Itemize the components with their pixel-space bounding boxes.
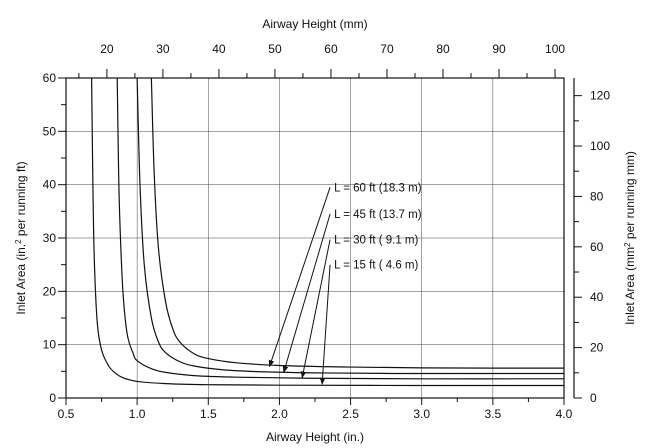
y-tick-label-left: 50 [43,124,57,138]
y-tick-label-left: 10 [43,338,57,352]
x-tick-label-top: 50 [268,42,282,56]
x-tick-label-top: 80 [436,42,450,56]
x-tick-label-top: 20 [100,42,114,56]
x-tick-label-top: 90 [492,42,506,56]
x-tick-label-bottom: 3.5 [485,407,502,421]
annotation-arrow [282,213,331,374]
x-tick-label-bottom: 0.5 [58,407,75,421]
annotation-arrow [300,239,331,379]
series-line [136,77,564,375]
x-tick-label-bottom: 1.0 [129,407,146,421]
y-tick-label-left: 60 [43,71,57,85]
right-axis-title-sup: 2 [623,242,632,247]
y-tick-label-left: 40 [43,178,57,192]
y-tick-label-right: 100 [590,139,610,153]
x-tick-label-top: 40 [212,42,226,56]
annotation-arrow [268,187,331,368]
annotations: L = 60 ft (18.3 m) L = 45 ft (13.7 m) L = … [268,182,422,385]
axis-ticks [58,69,582,405]
y-tick-label-right: 20 [590,341,604,355]
left-axis-title: Inlet Area (in.2 per running ft) [14,161,29,314]
bottom-axis-title: Airway Height (in.) [266,430,364,444]
top-axis-title: Airway Height (mm) [262,17,367,31]
annotation-label: L = 15 ft ( 4.6 m) [334,260,418,272]
annotation-label: L = 45 ft (13.7 m) [334,209,422,221]
y-tick-label-right: 80 [590,189,604,203]
x-tick-label-bottom: 2.5 [342,407,359,421]
x-tick-label-bottom: 3.0 [413,407,430,421]
y-tick-label-right: 60 [590,240,604,254]
right-axis-title: Inlet Area (mm2 per running mm) [623,151,638,325]
left-axis-title-main: Inlet Area (in. [14,244,28,315]
tick-labels: 0 10 20 30 40 50 60 0.5 1.0 1.5 2.0 2.5 3.0 3.5 4.0 20 3… [43,42,611,421]
x-tick-label-bottom: 2.0 [271,407,288,421]
annotation-label: L = 30 ft ( 9.1 m) [334,235,418,247]
x-tick-label-top: 30 [156,42,170,56]
series-line [150,77,565,369]
y-tick-label-left: 30 [43,231,57,245]
left-axis-title-sup: 2 [14,239,23,244]
y-tick-label-right: 0 [590,391,597,405]
y-tick-label-right: 40 [590,290,604,304]
right-axis-title-main: Inlet Area (mm [623,247,637,325]
x-tick-label-top: 60 [324,42,338,56]
y-tick-label-right: 120 [590,89,610,103]
x-tick-label-top: 70 [380,42,394,56]
series-group [91,77,565,387]
y-tick-label-left: 20 [43,284,57,298]
x-tick-label-bottom: 4.0 [556,407,573,421]
series-line [116,77,565,380]
annotation-arrow [319,264,331,385]
y-tick-label-left: 0 [49,391,56,405]
x-tick-label-bottom: 1.5 [200,407,217,421]
series-line [91,77,565,387]
right-axis-title-tail: per running mm) [623,151,637,242]
grid [66,78,564,398]
x-tick-label-top: 100 [545,42,565,56]
annotation-label: L = 60 ft (18.3 m) [334,182,422,194]
left-axis-title-tail: per running ft) [14,161,28,239]
plot-frame [65,77,565,399]
